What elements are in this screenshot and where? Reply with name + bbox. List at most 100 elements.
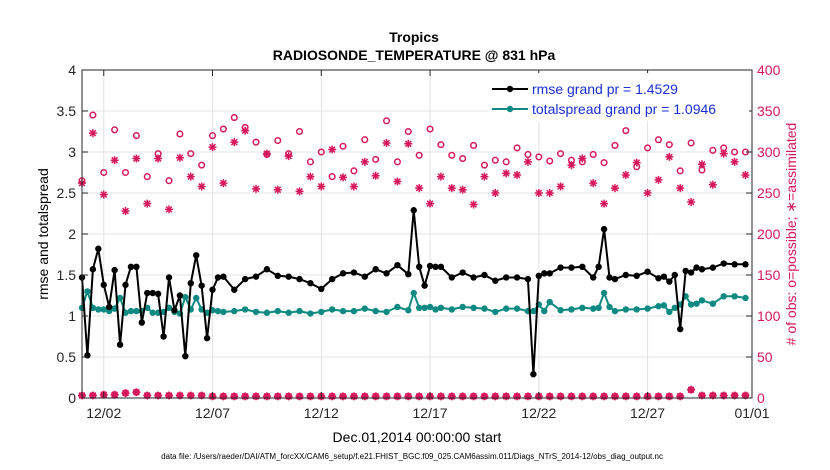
rmse-marker xyxy=(421,282,428,289)
possible-obs-marker xyxy=(611,141,619,149)
assimilated-obs-marker xyxy=(436,392,445,401)
possible-obs-marker xyxy=(502,158,510,166)
assimilated-obs-marker xyxy=(502,169,511,178)
x-tick-label: 12/17 xyxy=(413,405,448,421)
possible-obs-marker xyxy=(524,150,532,159)
y-right-tick-label: 400 xyxy=(757,62,781,78)
rmse-marker xyxy=(459,269,466,276)
possible-obs-marker xyxy=(676,167,684,175)
possible-obs-marker xyxy=(654,136,663,144)
assimilated-obs-marker xyxy=(436,172,445,181)
totalspread-marker xyxy=(231,307,238,315)
assimilated-obs-marker xyxy=(121,389,130,398)
assimilated-obs-marker xyxy=(121,207,130,216)
y-right-tick-label: 0 xyxy=(757,390,765,406)
rmse-marker xyxy=(241,275,249,283)
possible-obs-marker xyxy=(448,151,456,159)
totalspread-marker xyxy=(595,304,602,311)
possible-obs-marker xyxy=(600,159,608,167)
rmse-marker xyxy=(285,273,292,280)
possible-obs-marker xyxy=(208,132,217,140)
rmse-marker xyxy=(437,263,445,270)
totalspread-marker xyxy=(530,307,537,315)
rmse-marker xyxy=(682,267,689,275)
rmse-marker xyxy=(698,266,706,273)
totalspread-marker xyxy=(318,308,325,316)
totalspread-marker xyxy=(742,294,749,302)
rmse-marker xyxy=(394,261,401,269)
y-left-tick-label: 0 xyxy=(68,390,76,406)
assimilated-obs-marker xyxy=(219,392,228,401)
rmse-marker xyxy=(328,275,336,283)
assimilated-obs-marker xyxy=(534,189,543,197)
possible-obs-marker xyxy=(557,150,565,158)
assimilated-obs-marker xyxy=(665,152,674,161)
rmse-marker xyxy=(557,264,564,271)
totalspread-marker xyxy=(165,304,173,311)
assimilated-obs-marker xyxy=(469,200,478,209)
assimilated-obs-marker xyxy=(393,392,402,401)
y-left-tick-label: 3.5 xyxy=(57,103,77,119)
assimilated-obs-marker xyxy=(88,129,97,138)
rmse-marker xyxy=(198,282,205,289)
possible-obs-marker xyxy=(404,127,412,136)
totalspread-marker xyxy=(133,307,140,315)
chart-subtitle: RADIOSONDE_TEMPERATURE @ 831 hPa xyxy=(273,47,556,63)
totalspread-marker xyxy=(666,308,673,316)
rmse-marker xyxy=(263,266,271,273)
assimilated-obs-marker xyxy=(567,161,576,170)
possible-obs-marker xyxy=(350,167,358,175)
possible-obs-marker xyxy=(470,141,478,149)
assimilated-obs-marker xyxy=(719,149,728,158)
possible-obs-marker xyxy=(187,150,195,158)
assimilated-obs-marker xyxy=(165,391,174,400)
possible-obs-marker xyxy=(176,130,184,138)
possible-obs-marker xyxy=(731,148,739,156)
rmse-marker xyxy=(160,333,167,340)
possible-obs-marker xyxy=(165,177,173,185)
assimilated-obs-marker xyxy=(600,199,609,208)
rmse-marker xyxy=(590,274,597,281)
assimilated-obs-marker xyxy=(339,392,348,401)
rmse-marker xyxy=(432,263,439,270)
rmse-marker xyxy=(535,272,543,280)
totalspread-marker xyxy=(100,306,107,313)
assimilated-obs-marker xyxy=(241,392,250,401)
assimilated-obs-marker xyxy=(632,392,641,401)
assimilated-obs-marker xyxy=(328,145,337,154)
rmse-marker xyxy=(448,274,456,281)
rmse-marker xyxy=(127,263,135,270)
possible-obs-marker xyxy=(372,155,380,163)
assimilated-obs-marker xyxy=(197,182,206,191)
assimilated-obs-marker xyxy=(730,391,739,400)
y-left-tick-label: 2.5 xyxy=(57,185,77,201)
assimilated-obs-marker xyxy=(186,172,195,181)
assimilated-obs-marker xyxy=(545,189,554,197)
y-right-tick-label: 200 xyxy=(757,226,781,242)
rmse-marker xyxy=(95,245,102,252)
possible-obs-marker xyxy=(491,156,499,164)
assimilated-obs-marker xyxy=(610,392,619,401)
totalspread-marker xyxy=(611,307,619,315)
rmse-marker xyxy=(481,271,488,279)
rmse-marker xyxy=(655,275,662,282)
assimilated-obs-marker xyxy=(273,185,282,194)
assimilated-obs-marker xyxy=(132,154,141,163)
y-right-tick-label: 300 xyxy=(757,144,781,160)
totalspread-marker xyxy=(448,306,456,313)
rmse-marker xyxy=(133,263,140,270)
totalspread-marker xyxy=(492,308,499,316)
totalspread-marker xyxy=(513,305,521,312)
assimilated-obs-marker xyxy=(480,392,489,401)
assimilated-obs-marker xyxy=(621,170,630,179)
assimilated-obs-marker xyxy=(208,143,217,152)
rmse-marker xyxy=(182,352,189,360)
rmse-marker xyxy=(470,274,477,281)
assimilated-obs-marker xyxy=(404,139,413,148)
assimilated-obs-marker xyxy=(99,190,108,199)
totalspread-marker xyxy=(328,306,336,313)
assimilated-obs-marker xyxy=(447,184,456,193)
totalspread-marker xyxy=(241,306,249,313)
assimilated-obs-marker xyxy=(741,170,750,179)
rmse-marker xyxy=(742,261,749,268)
